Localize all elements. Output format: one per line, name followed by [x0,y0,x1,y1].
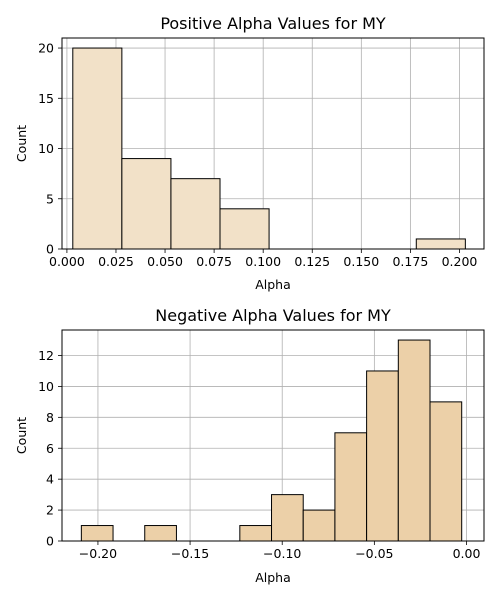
x-tick-label: 0.125 [294,254,330,269]
histogram-bar [144,525,177,542]
y-axis-ticks: 0 2 4 6 8 10 12 [38,348,62,549]
histogram-bar [239,525,273,542]
y-tick-label: 4 [46,472,54,487]
histogram-bar [271,494,304,542]
y-tick-label: 5 [46,191,54,206]
y-tick-label: 12 [38,348,54,363]
y-tick-label: 6 [46,441,54,456]
chart-title: Negative Alpha Values for MY [155,306,391,325]
histogram-bar [334,432,368,542]
y-tick-label: 2 [46,503,54,518]
chart-title: Positive Alpha Values for MY [160,14,386,33]
x-axis-label: Alpha [255,570,291,585]
histogram-bar [397,339,431,542]
histogram-bar [366,370,399,542]
y-axis-label: Count [14,417,29,454]
x-tick-label: 0.175 [392,254,428,269]
x-tick-label: 0.075 [196,254,232,269]
x-tick-label: 0.000 [49,254,85,269]
x-tick-label: 0.100 [245,254,281,269]
positive-alpha-histogram: Positive Alpha Values for MY 0.000 0.025 0… [14,14,485,292]
y-tick-label: 0 [46,534,54,549]
x-axis-label: Alpha [255,277,291,292]
y-axis-ticks: 0 5 10 15 20 [38,41,62,257]
x-tick-label: 0.025 [98,254,134,269]
y-tick-label: 20 [38,41,54,56]
y-tick-label: 0 [46,242,54,257]
y-tick-label: 10 [38,379,54,394]
histogram-bar [415,238,466,250]
bars [80,339,463,542]
y-tick-label: 10 [38,141,54,156]
x-tick-label: 0.00 [453,546,481,561]
x-tick-label: 0.150 [343,254,379,269]
axes-frame [61,329,485,542]
x-tick-label: −0.20 [79,546,117,561]
histogram-bar [219,208,270,250]
negative-alpha-histogram: Negative Alpha Values for MY −0.20 −0.15−… [14,306,485,585]
x-tick-label: 0.200 [442,254,478,269]
x-axis-ticks: −0.20 −0.15 −0.10 −0.05 0.00 [79,541,481,561]
histogram-bar [80,525,114,542]
axes-frame [61,37,485,250]
x-axis-ticks: 0.000 0.025 0.050 0.075 0.100 0.125 0.150 0.175… [49,249,477,269]
histogram-bar [121,158,172,250]
y-axis-label: Count [14,125,29,162]
y-tick-label: 8 [46,410,54,425]
histogram-bar [302,509,336,542]
x-tick-label: 0.050 [147,254,183,269]
x-tick-label: −0.10 [263,546,301,561]
x-tick-label: −0.15 [171,546,209,561]
y-tick-label: 15 [38,91,54,106]
histogram-bar [72,47,123,250]
histogram-bar [429,401,463,542]
x-tick-label: −0.05 [355,546,393,561]
histogram-bar [170,178,221,250]
